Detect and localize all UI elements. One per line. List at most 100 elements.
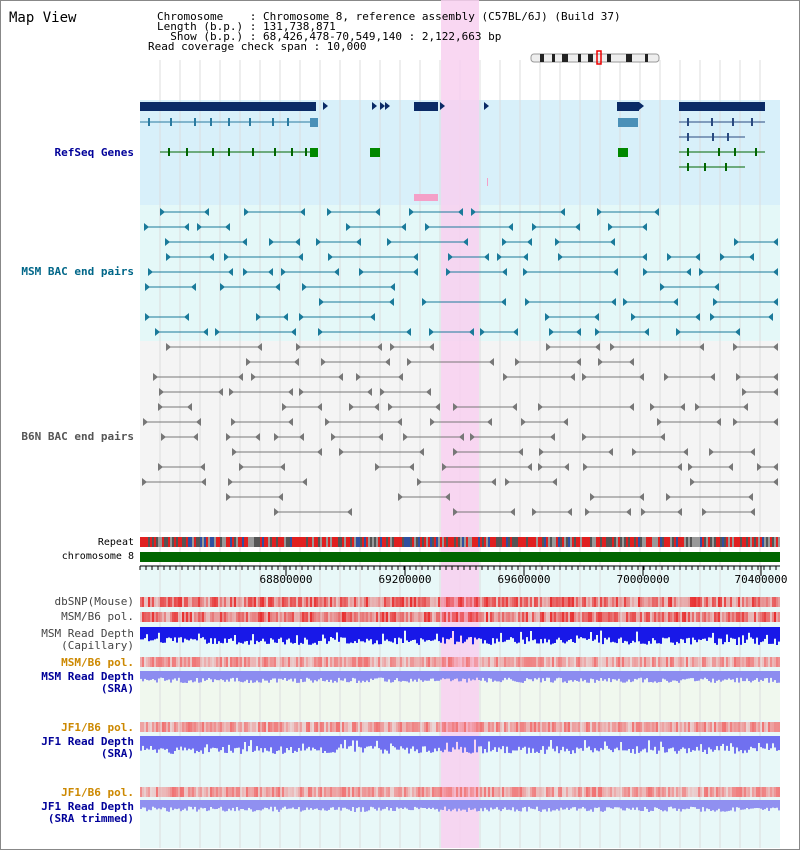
repeat-element	[492, 537, 494, 547]
depth-bar	[188, 736, 190, 749]
depth-bar	[312, 627, 314, 644]
depth-bar	[312, 736, 314, 748]
repeat-element	[744, 537, 746, 547]
heat-cell	[584, 597, 586, 607]
depth-bar	[432, 800, 434, 808]
depth-bar	[348, 736, 350, 747]
heat-cell	[156, 612, 158, 622]
heat-cell	[706, 612, 708, 622]
heat-cell	[580, 722, 582, 732]
repeat-element	[638, 537, 640, 547]
depth-bar	[688, 627, 690, 638]
heat-cell	[502, 657, 504, 667]
heat-cell	[474, 597, 476, 607]
heat-cell	[486, 787, 488, 797]
heat-cell	[708, 787, 710, 797]
depth-bar	[400, 736, 402, 747]
heat-cell	[554, 722, 556, 732]
heat-cell	[248, 612, 250, 622]
heat-cell	[146, 612, 148, 622]
depth-bar	[446, 671, 448, 679]
heat-cell	[574, 612, 576, 622]
heat-cell	[352, 787, 354, 797]
heat-cell	[596, 597, 598, 607]
heat-cell	[572, 787, 574, 797]
heat-cell	[244, 612, 246, 622]
bac-end-arrow	[413, 268, 418, 276]
heat-cell	[280, 722, 282, 732]
heat-cell	[414, 722, 416, 732]
heat-cell	[682, 597, 684, 607]
depth-bar	[300, 736, 302, 751]
depth-bar	[610, 736, 612, 751]
heat-cell	[250, 597, 252, 607]
heat-cell	[644, 787, 646, 797]
bac-end-arrow	[510, 508, 515, 516]
depth-bar	[606, 800, 608, 808]
heat-cell	[262, 787, 264, 797]
heat-cell	[476, 657, 478, 667]
heat-cell	[412, 657, 414, 667]
heat-cell	[682, 722, 684, 732]
heat-cell	[228, 612, 230, 622]
heat-cell	[654, 612, 656, 622]
depth-bar	[442, 627, 444, 638]
depth-bar	[528, 800, 530, 807]
heat-cell	[486, 722, 488, 732]
depth-bar	[532, 671, 534, 682]
heat-cell	[688, 722, 690, 732]
depth-bar	[696, 736, 698, 747]
heat-cell	[252, 597, 254, 607]
heat-cell	[506, 657, 508, 667]
heat-cell	[180, 657, 182, 667]
depth-bar	[618, 800, 620, 808]
heat-cell	[604, 597, 606, 607]
heat-cell	[196, 612, 198, 622]
heat-cell	[370, 597, 372, 607]
heat-cell	[314, 657, 316, 667]
heat-cell	[596, 612, 598, 622]
depth-bar	[146, 671, 148, 680]
bac-end-arrow	[688, 463, 693, 471]
heat-cell	[160, 612, 162, 622]
depth-bar	[280, 671, 282, 679]
heat-cell	[692, 722, 694, 732]
repeat-element	[558, 537, 560, 547]
heat-cell	[330, 722, 332, 732]
depth-bar	[668, 800, 670, 808]
heat-cell	[438, 657, 440, 667]
heat-cell	[320, 657, 322, 667]
heat-cell	[516, 722, 518, 732]
repeat-element	[310, 537, 312, 547]
heat-cell	[584, 657, 586, 667]
heat-cell	[738, 612, 740, 622]
repeat-element	[756, 537, 758, 547]
heat-cell	[474, 657, 476, 667]
depth-bar	[748, 800, 750, 810]
depth-bar	[238, 627, 240, 643]
depth-bar	[238, 800, 240, 811]
heat-cell	[194, 722, 196, 732]
heat-cell	[364, 612, 366, 622]
depth-bar	[480, 800, 482, 809]
bac-end-arrow	[422, 298, 427, 306]
repeat-element	[672, 537, 674, 547]
heat-cell	[184, 722, 186, 732]
depth-bar	[272, 671, 274, 679]
depth-bar	[492, 627, 494, 639]
depth-bar	[322, 627, 324, 635]
repeat-element	[742, 537, 744, 547]
heat-cell	[382, 657, 384, 667]
depth-bar	[672, 736, 674, 748]
depth-bar	[716, 736, 718, 747]
heat-cell	[316, 612, 318, 622]
depth-bar	[496, 736, 498, 752]
depth-bar	[670, 800, 672, 807]
depth-bar	[410, 736, 412, 749]
bac-end-arrow	[282, 403, 287, 411]
depth-bar	[608, 671, 610, 679]
heat-cell	[536, 722, 538, 732]
heat-cell	[330, 612, 332, 622]
heat-cell	[184, 657, 186, 667]
